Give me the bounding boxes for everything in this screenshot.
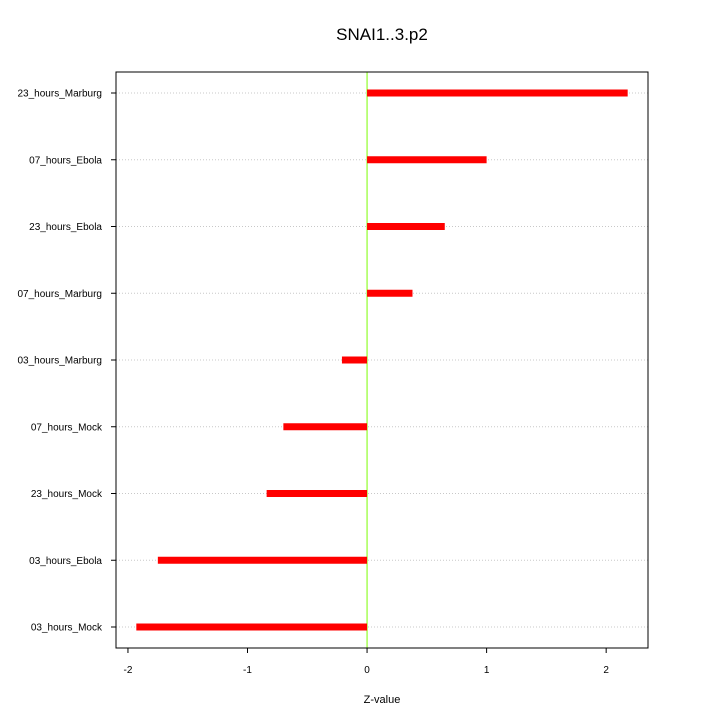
y-tick-label: 07_hours_Marburg — [18, 289, 103, 300]
bar — [341, 356, 368, 364]
y-axis-ticks: 23_hours_Marburg 07_hours_Ebola 23_hours_E… — [18, 89, 116, 634]
x-tick-label: 0 — [364, 665, 370, 676]
bar — [367, 156, 487, 164]
x-tick-label: 2 — [603, 665, 609, 676]
y-tick-label: 23_hours_Mock — [31, 489, 103, 500]
x-tick-label: 1 — [484, 665, 490, 676]
y-tick-label: 03_hours_Marburg — [18, 356, 103, 367]
y-tick-label: 03_hours_Mock — [31, 623, 103, 634]
x-tick-label: -1 — [243, 665, 252, 676]
bar — [283, 423, 368, 431]
y-tick-label: 07_hours_Mock — [31, 422, 103, 433]
y-tick-label: 03_hours_Ebola — [29, 556, 102, 567]
bar — [367, 289, 413, 297]
x-tick-label: -2 — [124, 665, 133, 676]
x-axis-ticks: -2 -1 0 1 2 — [124, 648, 609, 676]
bar — [367, 89, 628, 97]
bar — [157, 556, 368, 564]
y-tick-label: 23_hours_Ebola — [29, 222, 102, 233]
bar — [266, 490, 368, 497]
chart-title: SNAI1..3.p2 — [336, 25, 428, 44]
bar-layer — [136, 89, 628, 631]
grid-layer — [116, 92, 648, 628]
y-tick-label: 07_hours_Ebola — [29, 155, 102, 166]
bar — [136, 623, 368, 631]
x-axis-label: Z-value — [364, 694, 401, 706]
y-tick-label: 23_hours_Marburg — [18, 89, 103, 100]
bar — [367, 223, 445, 230]
